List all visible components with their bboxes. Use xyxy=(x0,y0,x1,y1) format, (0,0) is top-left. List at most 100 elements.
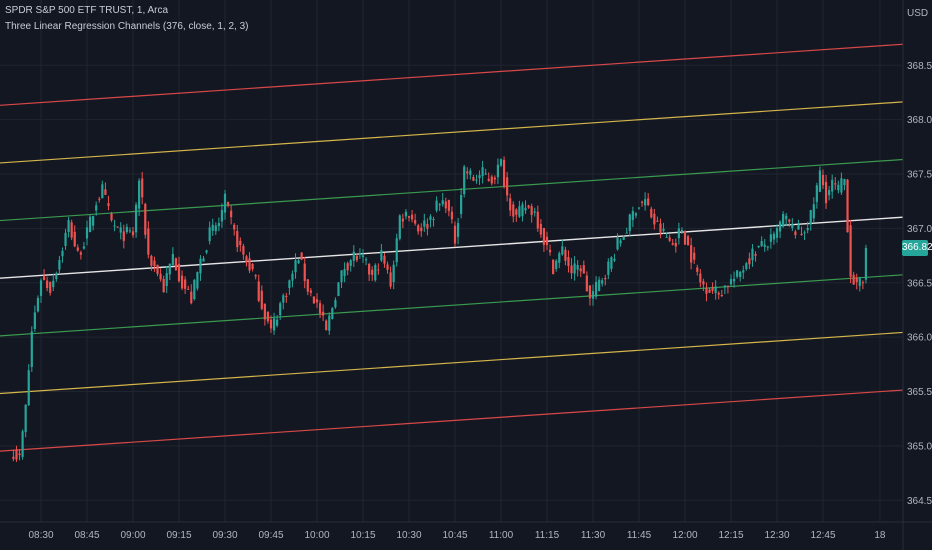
candle xyxy=(594,276,598,300)
candle-body xyxy=(775,228,779,238)
candle-body xyxy=(852,274,855,285)
candle xyxy=(239,237,242,252)
time-tick-label: 11:45 xyxy=(627,530,652,541)
candle-body xyxy=(380,250,383,261)
candle xyxy=(570,258,573,279)
candle-body xyxy=(220,210,224,222)
candle-body xyxy=(165,273,168,287)
candle-body xyxy=(809,210,812,225)
candle-body xyxy=(119,227,122,233)
candle-body xyxy=(435,200,438,211)
candle xyxy=(800,226,803,236)
candle xyxy=(502,156,506,189)
candle-body xyxy=(423,220,426,227)
candle-body xyxy=(377,269,380,271)
price-tick-label: 364.50 xyxy=(907,496,932,507)
candle xyxy=(414,213,417,226)
candle xyxy=(487,172,490,182)
candle-body xyxy=(407,216,411,218)
candle-body xyxy=(711,287,714,291)
candle-body xyxy=(693,252,696,260)
price-axis[interactable]: 368.50 368.00 367.50 367.00 366.50 366.00 365.… xyxy=(907,61,932,507)
candle xyxy=(190,284,193,305)
candle-body xyxy=(254,275,257,277)
candle xyxy=(674,238,677,253)
candle xyxy=(435,196,438,213)
candle-body xyxy=(772,233,776,240)
lower-band-1 xyxy=(0,274,904,337)
candle xyxy=(214,222,217,235)
candle-body xyxy=(567,257,570,267)
candle-body xyxy=(821,174,825,186)
candle-body xyxy=(484,173,487,175)
candle-body xyxy=(260,290,263,309)
candle xyxy=(429,214,432,228)
candle-body xyxy=(690,245,693,263)
candle-body xyxy=(647,198,650,206)
candle xyxy=(70,219,73,241)
candle xyxy=(294,253,297,279)
candle-body xyxy=(429,216,432,220)
candle-body xyxy=(579,268,582,272)
candle xyxy=(656,216,659,222)
candle xyxy=(723,285,726,295)
candle xyxy=(165,266,168,294)
candle-body xyxy=(591,291,595,299)
price-tick-label: 367.00 xyxy=(907,224,932,235)
candle xyxy=(202,256,205,262)
candle xyxy=(392,260,395,290)
symbol-legend[interactable]: SPDR S&P 500 ETF TRUST, 1, Arca xyxy=(5,5,169,16)
candle xyxy=(76,244,79,252)
candle-body xyxy=(812,204,815,219)
candle-body xyxy=(368,264,371,275)
candle-body xyxy=(748,258,751,265)
candle xyxy=(128,227,132,234)
candle xyxy=(619,238,622,247)
candle xyxy=(340,270,343,288)
candle xyxy=(441,192,444,207)
candle-body xyxy=(288,280,291,289)
time-tick-label: 09:15 xyxy=(166,530,191,541)
indicator-legend[interactable]: Three Linear Regression Channels (376, c… xyxy=(5,21,249,32)
candle-body xyxy=(156,264,159,274)
candle-body xyxy=(736,270,739,277)
candle xyxy=(858,276,861,292)
price-tick-label: 368.50 xyxy=(907,61,932,72)
time-tick-label: 12:00 xyxy=(672,530,697,541)
candle-body xyxy=(309,290,312,293)
candle xyxy=(251,263,254,272)
candle xyxy=(705,282,708,302)
candle xyxy=(815,182,818,209)
candle-body xyxy=(352,251,355,261)
candle-body xyxy=(604,277,607,280)
candle xyxy=(349,258,352,272)
candle-body xyxy=(545,236,549,245)
candle-body xyxy=(92,215,95,226)
candle xyxy=(352,245,355,268)
candle-body xyxy=(39,280,43,296)
candle xyxy=(18,449,21,461)
candle xyxy=(254,274,257,280)
candle-body xyxy=(616,237,619,250)
candle xyxy=(82,241,86,250)
candle xyxy=(766,245,769,251)
candle xyxy=(125,223,128,234)
candle xyxy=(410,209,414,223)
candle xyxy=(536,205,539,232)
candle-body xyxy=(291,273,294,281)
candle xyxy=(122,224,125,249)
candle-body xyxy=(187,288,190,290)
candle-body xyxy=(671,243,674,245)
candle xyxy=(325,319,328,331)
candle xyxy=(512,201,515,223)
time-axis[interactable]: 08:30 08:45 09:00 09:15 09:30 09:45 10:00 10:15… xyxy=(28,530,885,541)
candle-body xyxy=(159,273,162,280)
candle-body xyxy=(573,263,576,274)
candle xyxy=(775,224,779,243)
candle-body xyxy=(818,170,822,192)
candle xyxy=(803,230,806,241)
candle xyxy=(843,178,846,191)
candle xyxy=(751,244,754,267)
time-tick-label: 12:30 xyxy=(764,530,789,541)
